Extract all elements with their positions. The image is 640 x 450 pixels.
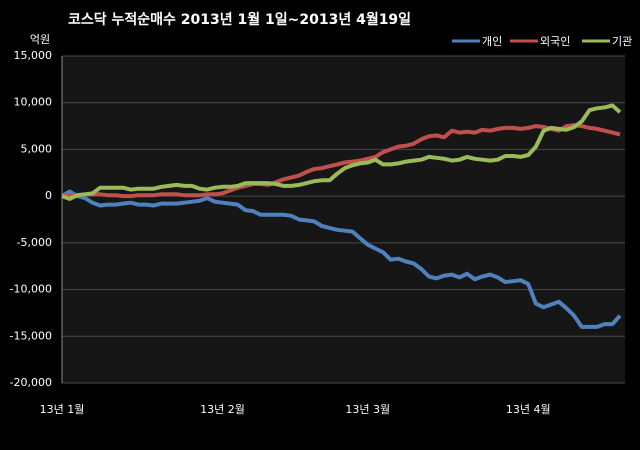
- y-tick-label: 0: [45, 189, 52, 202]
- legend-label: 기관: [612, 35, 632, 48]
- x-tick-label: 13년 2월: [200, 403, 245, 416]
- y-tick-label: -10,000: [10, 283, 52, 296]
- y-tick-label: -15,000: [10, 329, 52, 342]
- line-series: [60, 189, 622, 329]
- line-series: [61, 103, 622, 201]
- x-tick-label: 13년 4월: [506, 403, 551, 416]
- x-tick-label: 13년 1월: [40, 403, 85, 416]
- y-tick-label: -20,000: [10, 376, 52, 389]
- chart-title: 코스닥 누적순매수 2013년 1월 1일~2013년 4월19일: [68, 11, 411, 28]
- y-tick-label: 5,000: [21, 142, 53, 155]
- y-tick-label: 15,000: [14, 49, 53, 62]
- legend-label: 개인: [482, 35, 502, 48]
- x-tick-label: 13년 3월: [345, 403, 390, 416]
- y-axis-label: 억원: [30, 33, 50, 46]
- y-tick-label: 10,000: [14, 96, 53, 109]
- legend-label: 외국인: [540, 35, 570, 48]
- y-tick-label: -5,000: [17, 236, 52, 249]
- line-series: [62, 123, 621, 199]
- plot-area: [62, 56, 625, 383]
